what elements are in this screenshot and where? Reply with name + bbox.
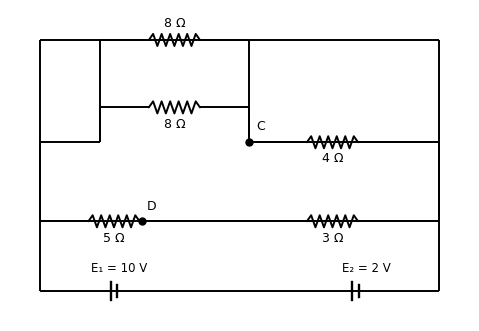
Text: 8 Ω: 8 Ω [164, 17, 185, 30]
Text: 3 Ω: 3 Ω [322, 231, 343, 245]
Text: 4 Ω: 4 Ω [322, 153, 343, 166]
Text: D: D [147, 200, 156, 213]
Text: 8 Ω: 8 Ω [164, 118, 185, 131]
Text: C: C [256, 120, 264, 133]
Text: E₂ = 2 V: E₂ = 2 V [342, 262, 390, 275]
Text: 5 Ω: 5 Ω [103, 231, 125, 245]
Text: E₁ = 10 V: E₁ = 10 V [91, 262, 147, 275]
